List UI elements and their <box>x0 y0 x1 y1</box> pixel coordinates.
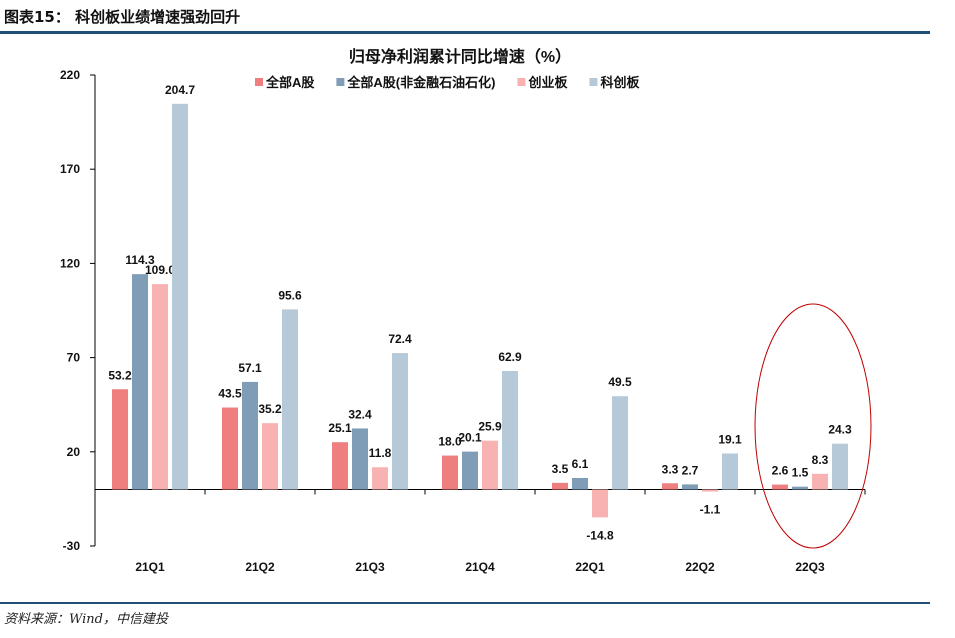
bar-全部A股-22Q2 <box>662 483 678 490</box>
bar-创业板-22Q1 <box>592 489 608 518</box>
legend-label: 全部A股 <box>265 75 314 90</box>
figure-title: 图表15： 科创板业绩增速强劲回升 <box>4 8 241 26</box>
bar-全部A股(非金融石油石化)-21Q1 <box>132 274 148 490</box>
data-label: 109.0 <box>145 263 175 277</box>
bottom-divider <box>0 602 930 604</box>
chart-title: 归母净利润累计同比增速（%） <box>349 47 571 66</box>
data-label: 2.7 <box>682 463 699 477</box>
data-label: -14.8 <box>586 528 614 542</box>
data-label: 24.3 <box>828 423 852 437</box>
y-tick-label: 120 <box>60 256 80 270</box>
y-tick-label: 70 <box>67 351 81 365</box>
x-tick-label: 22Q2 <box>685 560 715 574</box>
bar-科创板-21Q2 <box>282 309 298 490</box>
data-label: 114.3 <box>125 253 155 267</box>
data-label: 18.0 <box>438 435 462 449</box>
data-label: 62.9 <box>498 350 522 364</box>
bar-全部A股(非金融石油石化)-22Q3 <box>792 486 808 490</box>
y-tick-label: 220 <box>60 68 80 82</box>
data-label: 19.1 <box>718 432 742 446</box>
data-label: 204.7 <box>165 83 195 97</box>
bar-科创板-21Q3 <box>392 353 408 490</box>
data-label: 25.1 <box>328 421 352 435</box>
data-label: 1.5 <box>792 466 809 480</box>
data-label: -1.1 <box>700 503 721 517</box>
bar-全部A股-22Q1 <box>552 482 568 490</box>
bar-科创板-21Q1 <box>172 103 188 490</box>
bar-创业板-22Q3 <box>812 473 828 490</box>
data-label: 11.8 <box>369 446 392 460</box>
data-label: 20.1 <box>458 431 482 445</box>
bar-全部A股(非金融石油石化)-22Q1 <box>572 477 588 490</box>
bar-科创板-22Q1 <box>612 396 628 490</box>
data-label: 8.3 <box>812 453 829 467</box>
x-tick-label: 21Q3 <box>355 560 385 574</box>
y-tick-label: -30 <box>63 539 81 553</box>
highlight-ellipse <box>754 303 872 549</box>
bar-创业板-22Q2 <box>702 489 718 492</box>
bar-科创板-22Q2 <box>722 453 738 490</box>
legend-swatch <box>336 78 345 86</box>
bar-创业板-21Q3 <box>372 467 388 490</box>
bar-科创板-22Q3 <box>832 443 848 490</box>
data-label: 57.1 <box>238 361 262 375</box>
bar-创业板-21Q4 <box>482 440 498 490</box>
data-label: 6.1 <box>572 457 589 471</box>
x-tick-label: 21Q2 <box>245 560 275 574</box>
x-tick-label: 21Q4 <box>465 560 495 574</box>
data-label: 53.2 <box>108 368 132 382</box>
data-label: 2.6 <box>772 464 789 478</box>
data-label: 3.5 <box>552 462 569 476</box>
x-tick-label: 22Q1 <box>575 560 605 574</box>
data-label: 3.3 <box>662 462 679 476</box>
bar-全部A股-21Q1 <box>112 389 128 490</box>
legend-label: 全部A股(非金融石油石化) <box>346 75 495 90</box>
bar-全部A股(非金融石油石化)-21Q4 <box>462 451 478 490</box>
bar-全部A股-21Q4 <box>442 455 458 490</box>
bar-全部A股(非金融石油石化)-21Q3 <box>352 428 368 490</box>
top-divider <box>0 31 930 34</box>
bar-科创板-21Q4 <box>502 370 518 490</box>
data-label: 95.6 <box>278 288 302 302</box>
y-tick-label: 170 <box>60 162 80 176</box>
data-label: 25.9 <box>478 420 502 434</box>
bar-创业板-21Q2 <box>262 423 278 490</box>
bar-chart: 归母净利润累计同比增速（%） 220 170 120 70 20 -30 21Q1 53.2 1… <box>60 47 872 574</box>
legend-swatch <box>517 78 526 86</box>
bar-全部A股-22Q3 <box>772 484 788 490</box>
bar-创业板-21Q1 <box>152 284 168 490</box>
legend-label: 创业板 <box>527 75 568 90</box>
legend-swatch <box>255 78 263 86</box>
legend-swatch <box>589 78 598 86</box>
x-tick-label: 21Q1 <box>135 560 165 574</box>
bar-全部A股(非金融石油石化)-21Q2 <box>242 381 258 490</box>
data-label: 72.4 <box>388 332 412 346</box>
x-tick-label: 22Q3 <box>795 560 825 574</box>
y-tick-label: 20 <box>67 445 81 459</box>
data-label: 43.5 <box>218 387 242 401</box>
source-note: 资料来源：Wind，中信建投 <box>4 612 168 627</box>
data-label: 35.2 <box>258 402 282 416</box>
bar-全部A股(非金融石油石化)-22Q2 <box>682 484 698 490</box>
bar-全部A股-21Q3 <box>332 442 348 490</box>
data-label: 49.5 <box>608 375 632 389</box>
data-label: 32.4 <box>348 407 372 421</box>
bar-全部A股-21Q2 <box>222 407 238 490</box>
legend-label: 科创板 <box>600 75 640 90</box>
